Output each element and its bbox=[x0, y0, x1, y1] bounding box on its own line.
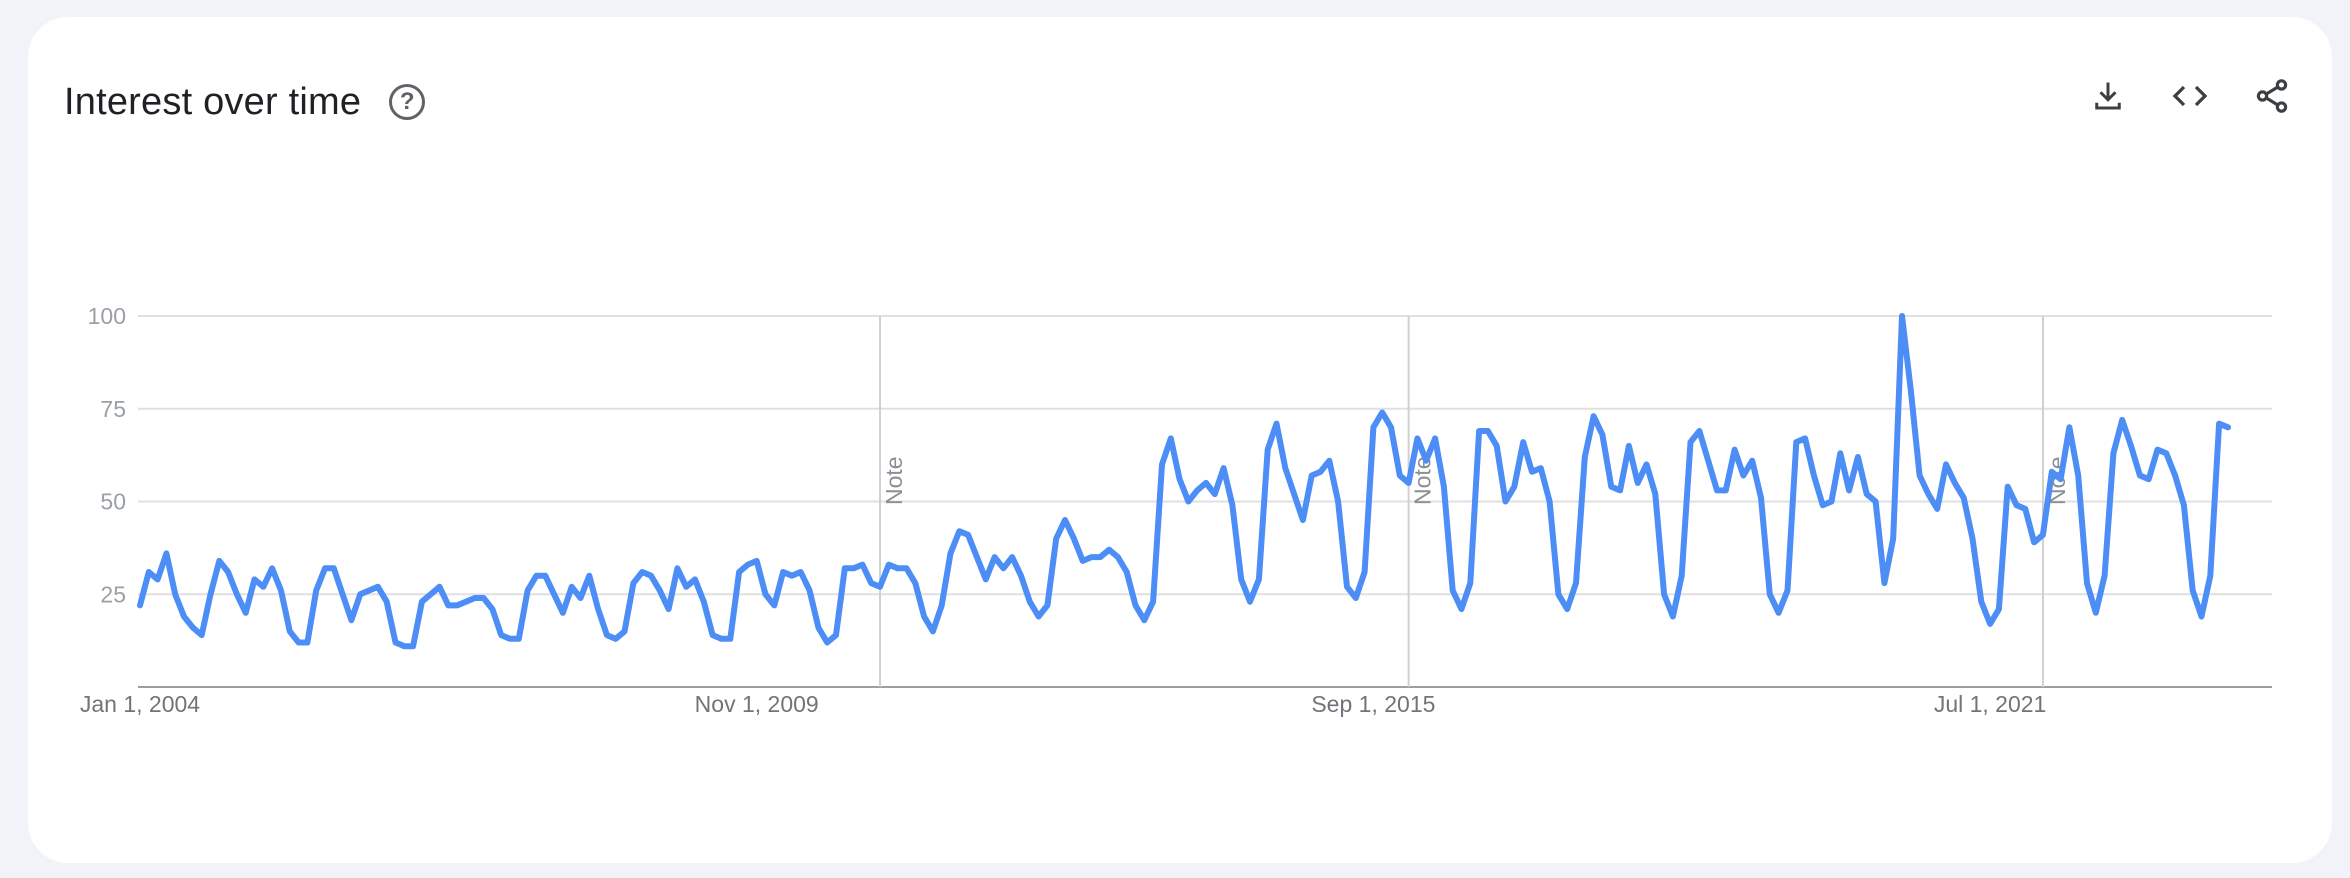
help-circle-icon[interactable]: ? bbox=[389, 84, 426, 120]
x-tick-label-1: Jan 1, 2004 bbox=[80, 691, 200, 717]
x-tick-label-4: Jul 1, 2021 bbox=[1934, 691, 2047, 717]
download-button[interactable] bbox=[2088, 76, 2128, 116]
y-tick-label-50: 50 bbox=[100, 489, 126, 515]
y-tick-label-75: 75 bbox=[100, 396, 126, 422]
code-icon bbox=[2172, 85, 2208, 107]
download-icon bbox=[2095, 82, 2121, 110]
series-line-1 bbox=[137, 313, 2231, 650]
share-button[interactable] bbox=[2252, 76, 2292, 116]
chart-title: Interest over time bbox=[64, 80, 362, 123]
card-header: Interest over time ? bbox=[64, 76, 426, 128]
share-icon bbox=[2256, 79, 2288, 113]
y-tick-label-25: 25 bbox=[100, 581, 126, 607]
x-tick-label-3: Sep 1, 2015 bbox=[1311, 691, 1435, 717]
embed-button[interactable] bbox=[2170, 76, 2210, 116]
note-label-1: Note bbox=[881, 456, 907, 505]
chart-actions bbox=[2088, 76, 2292, 116]
x-tick-label-2: Nov 1, 2009 bbox=[695, 691, 819, 717]
y-tick-label-100: 100 bbox=[88, 303, 126, 329]
interest-over-time-card bbox=[28, 17, 2332, 863]
